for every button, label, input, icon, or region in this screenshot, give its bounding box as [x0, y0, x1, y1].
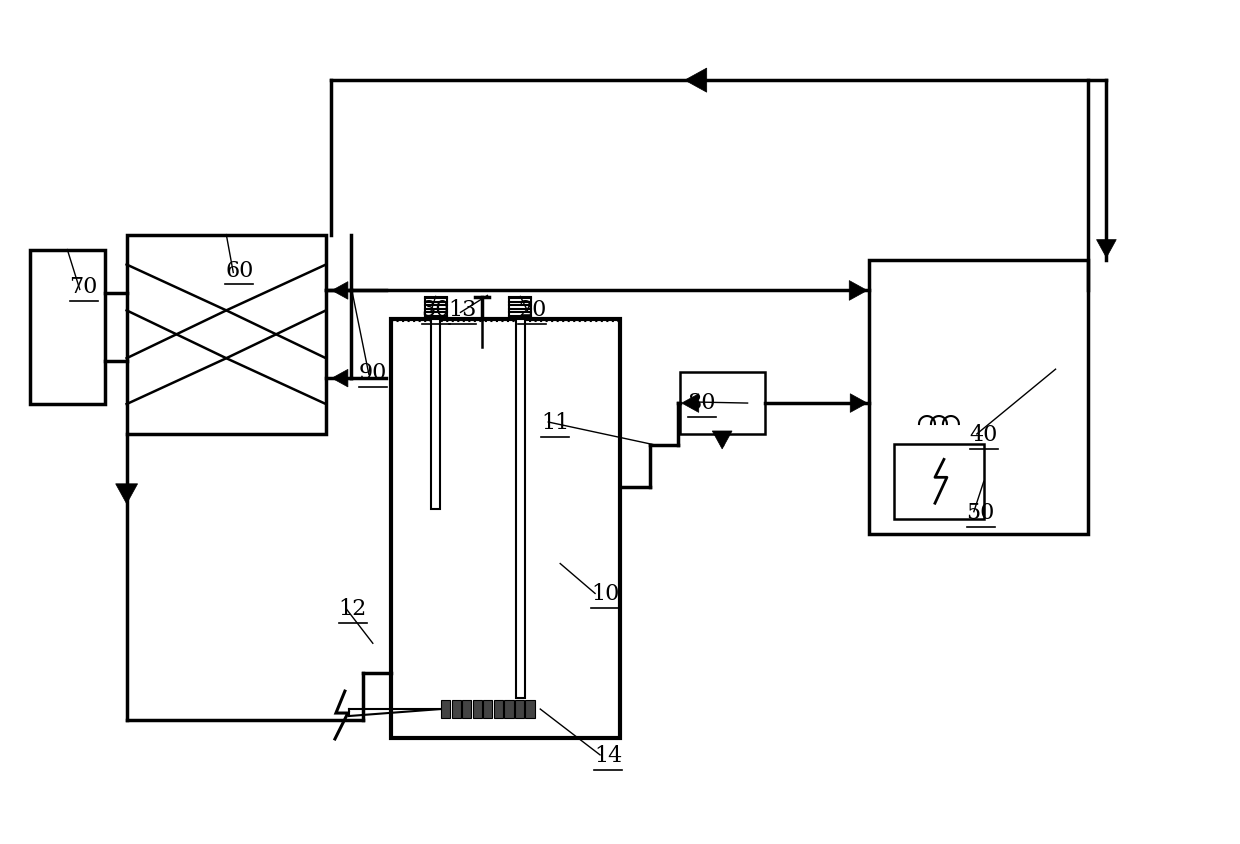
Bar [391, 320, 620, 738]
Text: 13: 13 [449, 299, 476, 321]
Text: 30: 30 [422, 299, 450, 321]
Polygon shape [332, 283, 348, 300]
Bar [510, 298, 531, 320]
Polygon shape [332, 370, 348, 387]
Text: 80: 80 [687, 392, 715, 414]
Bar [894, 445, 983, 519]
Polygon shape [851, 394, 867, 413]
Bar [472, 701, 482, 718]
Bar [505, 701, 513, 718]
Text: 20: 20 [518, 299, 547, 321]
Polygon shape [684, 69, 707, 93]
Polygon shape [115, 484, 138, 504]
Bar [463, 701, 471, 718]
Bar [484, 701, 492, 718]
Bar [424, 298, 446, 320]
Text: 12: 12 [339, 598, 367, 619]
Polygon shape [682, 394, 699, 413]
Text: 70: 70 [69, 276, 98, 298]
Bar [494, 701, 503, 718]
Bar [451, 701, 461, 718]
Bar [441, 701, 450, 718]
Bar [869, 260, 1089, 534]
Text: 60: 60 [226, 259, 253, 281]
Bar [126, 235, 326, 435]
Text: 90: 90 [358, 362, 387, 384]
Polygon shape [712, 431, 732, 449]
Bar [516, 320, 525, 698]
Text: 14: 14 [594, 744, 622, 766]
Bar [30, 251, 104, 404]
Bar [432, 320, 440, 509]
Polygon shape [1096, 241, 1116, 258]
Text: 11: 11 [541, 412, 569, 434]
Text: 10: 10 [591, 582, 619, 604]
Bar [680, 373, 765, 435]
Polygon shape [849, 281, 867, 301]
Text: 40: 40 [970, 424, 998, 446]
Bar [515, 701, 525, 718]
Text: 50: 50 [967, 501, 994, 523]
Bar [526, 701, 534, 718]
